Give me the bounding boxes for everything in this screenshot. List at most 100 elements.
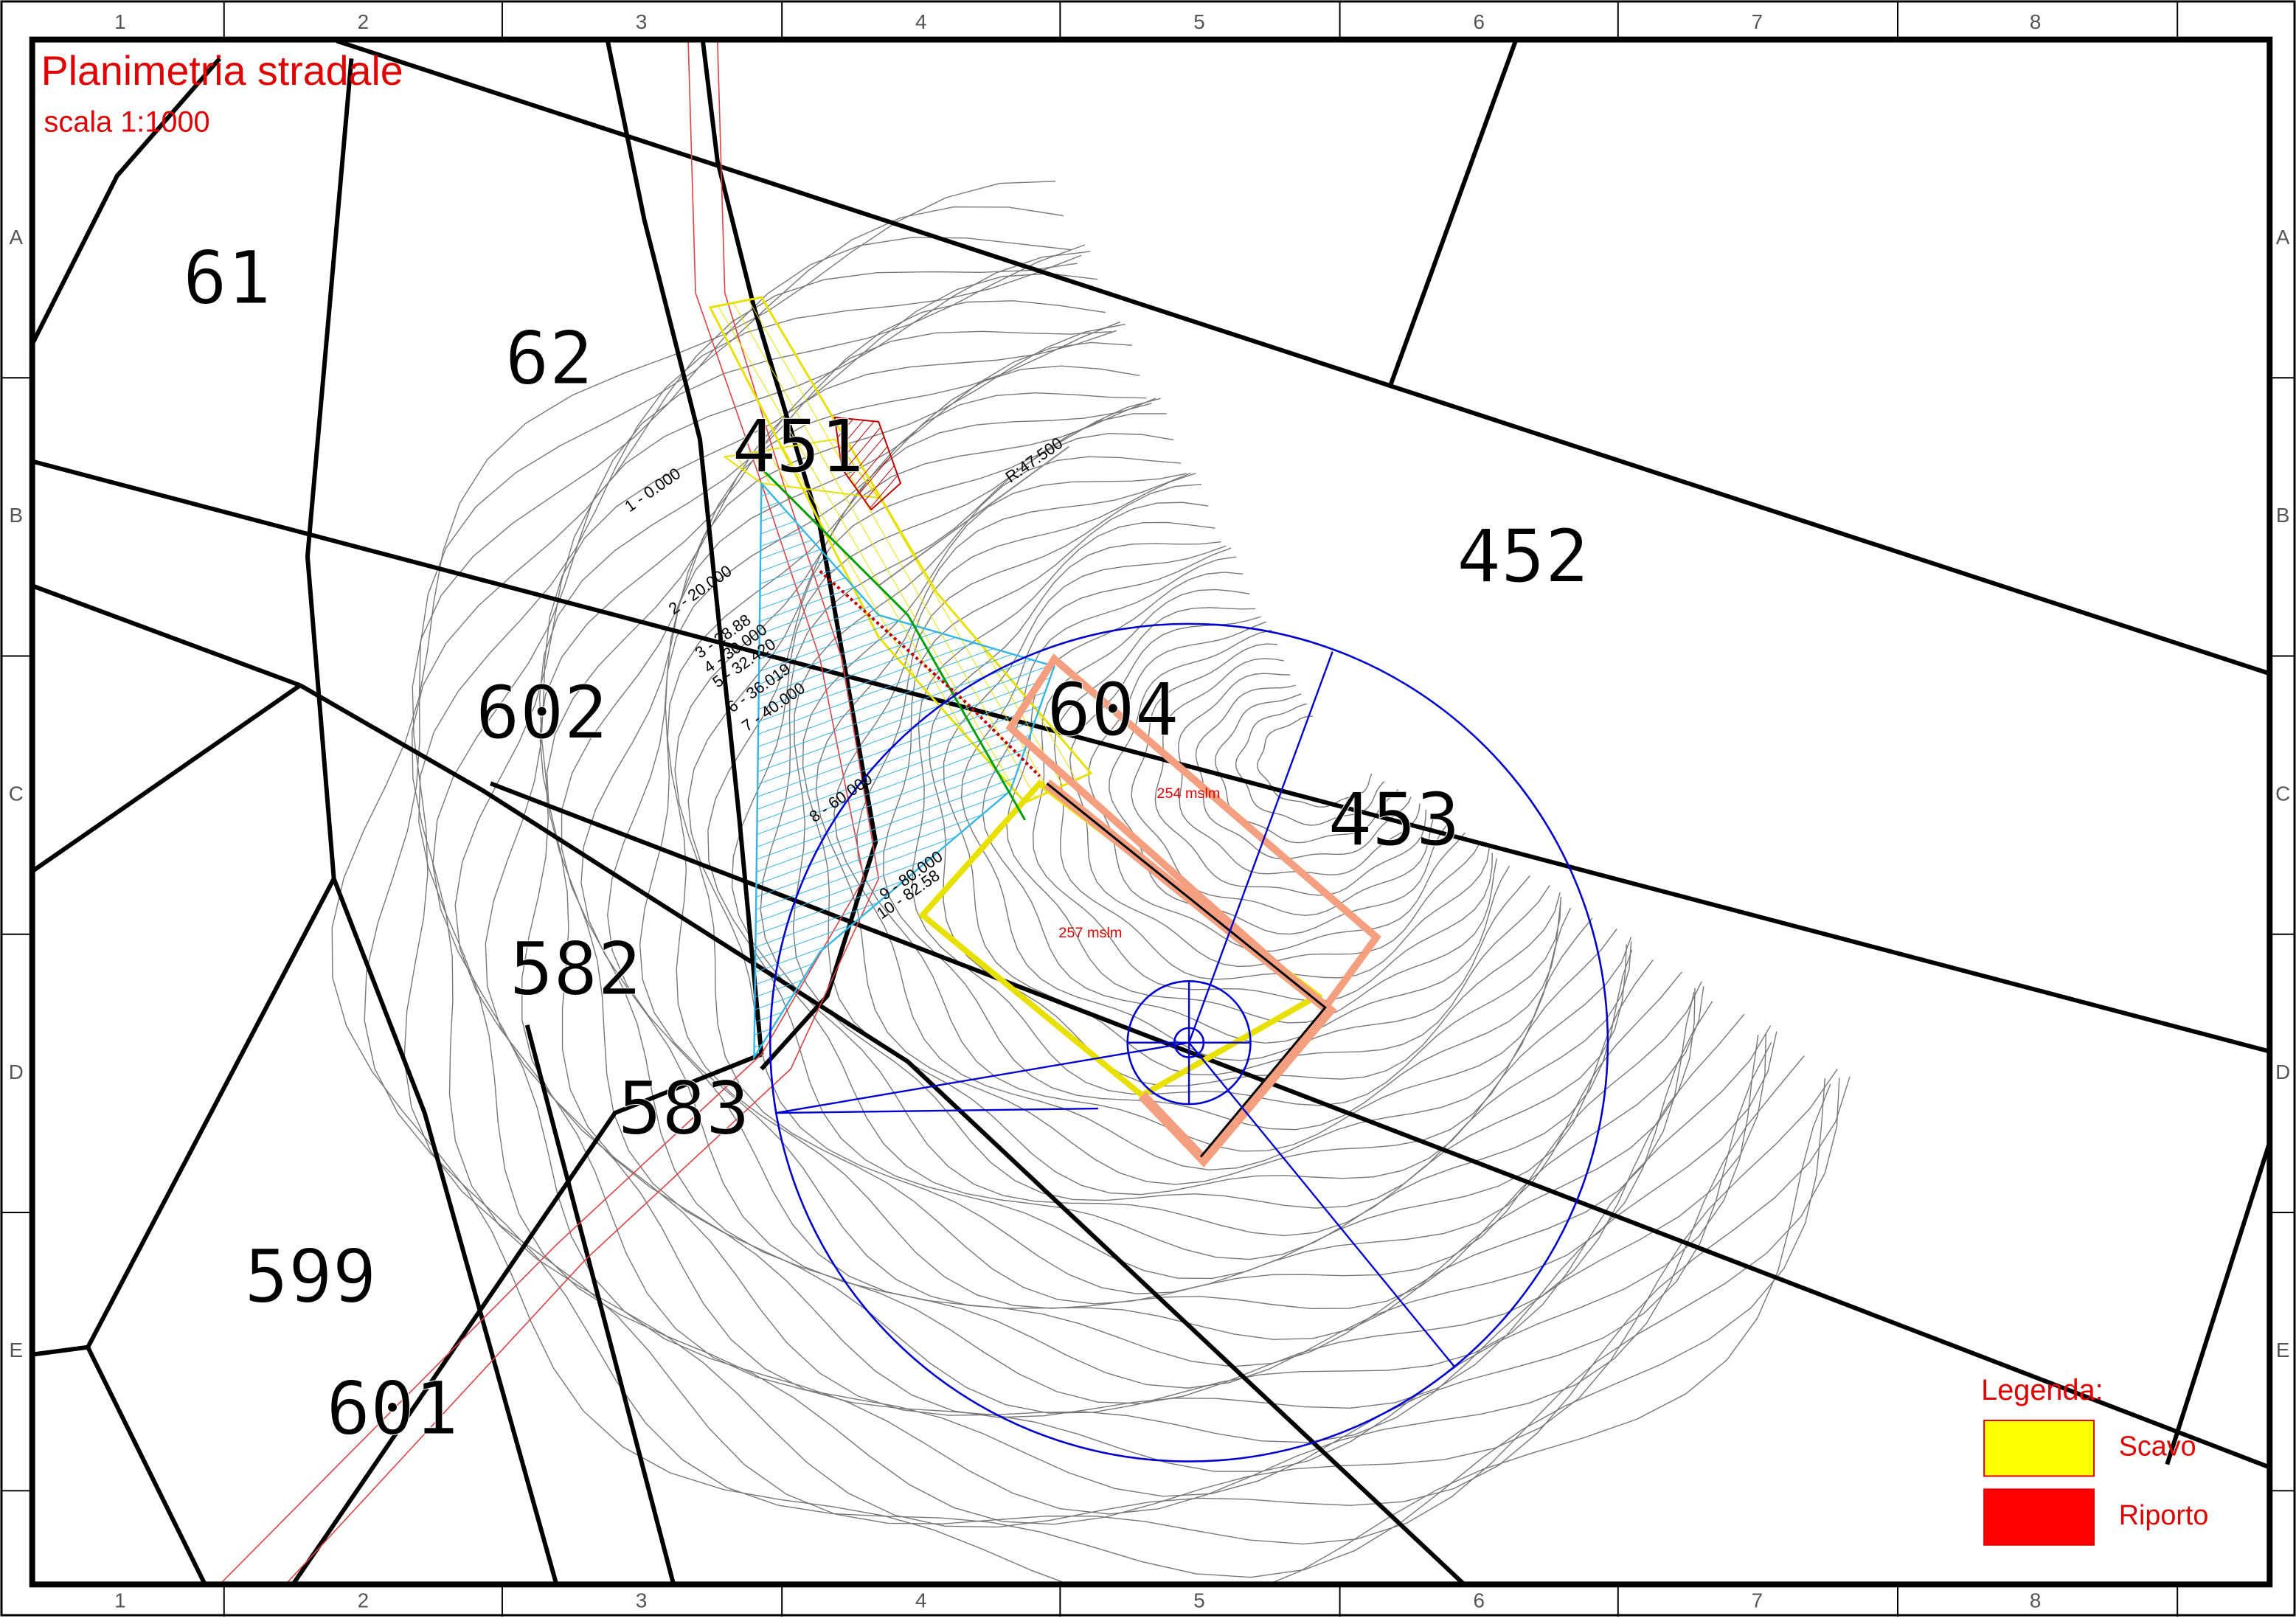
boundary [1389,40,1518,385]
column-label: 4 [915,10,926,33]
work-radius [769,622,1609,1462]
parcel-number: 582 [510,927,642,1012]
project-works [708,296,1609,1462]
contour [331,181,1831,1585]
contour [403,237,1840,1545]
contour [546,330,1772,1414]
elevation-label: 257 mslm [1058,925,1122,941]
boundary [291,1052,763,1585]
boundary [32,57,222,345]
parcel-number: 452 [1457,514,1589,599]
contour [1088,621,1466,952]
column-label: 4 [915,1589,926,1612]
row-label: A [10,226,24,249]
contour [960,547,1530,1061]
road-axis [819,569,1041,777]
contour [833,473,1593,1170]
contour [1032,589,1493,1002]
contour [539,330,1778,1418]
boundary [605,40,764,1055]
row-label: E [2276,1339,2290,1361]
road-axis [760,468,1027,821]
row-label: D [9,1061,24,1083]
contour [1154,658,1427,896]
parcel-number: 602 [476,671,608,756]
row-label: B [10,504,24,527]
row-label: C [2275,782,2290,805]
parcel-number: 453 [1328,778,1460,863]
parcel-number: 604 [1047,668,1179,753]
boundary [32,459,2270,1054]
boundary [2165,1141,2270,1465]
legend-swatch [1983,1488,2095,1546]
row-label: A [2276,226,2290,249]
contour [561,321,1745,1404]
column-label: 8 [2030,10,2041,33]
fill-area [753,481,1055,1061]
legend-label: Riporto [2119,1499,2209,1530]
elevation-label: 254 mslm [1156,785,1220,802]
column-label: 3 [636,10,647,33]
legend-label: Scavo [2119,1431,2196,1462]
parcel-boundaries [32,39,2270,1585]
boundary [336,39,2270,676]
crane-line [776,1107,1099,1114]
contour [1178,673,1421,875]
crane-line [1187,651,1333,1044]
contour [912,521,1561,1106]
crane-lines [776,651,1455,1367]
contour [856,484,1572,1152]
column-label: 2 [358,1589,369,1612]
column-label: 7 [1752,1589,1763,1612]
parcel-number: 601 [326,1367,458,1451]
row-label: E [10,1339,24,1361]
column-label: 1 [114,10,125,33]
contour [1195,684,1412,860]
contour [815,472,1617,1185]
radius-line [878,445,1069,587]
contour [454,251,1772,1497]
contour [364,206,1826,1578]
column-label: 3 [636,1589,647,1612]
contour [1109,629,1449,935]
contours [331,181,1851,1585]
contour [1006,572,1497,1024]
crane-line [1188,1041,1455,1367]
contour [667,392,1704,1310]
legend-swatch [1983,1420,2095,1477]
contour [1053,607,1490,980]
column-label: 6 [1473,10,1484,33]
contour [1131,643,1435,916]
parcel-number: 451 [732,404,864,489]
column-label: 5 [1193,10,1204,33]
contour [943,545,1550,1076]
parcel-number: 599 [244,1235,376,1319]
contour [883,502,1561,1131]
column-label: 1 [114,1589,125,1612]
legend-title: Legenda: [1981,1374,2103,1406]
title: Planimetria stradale [41,48,403,94]
column-label: 2 [358,10,369,33]
contour [580,323,1713,1389]
column-label: 7 [1752,10,1763,33]
boundary [299,683,1466,1585]
contour [521,300,1767,1443]
contour [1069,616,1482,968]
row-label: C [9,782,24,805]
contour [1235,703,1385,826]
row-label: D [2275,1061,2290,1083]
parcel-number: 583 [618,1066,750,1151]
boundary [524,1024,676,1585]
column-label: 6 [1473,1589,1484,1612]
parcel-number: 61 [183,236,271,321]
boundary [32,583,302,688]
contour [411,263,1851,1528]
boundary [32,683,302,873]
boundary [32,1344,89,1357]
scale: scala 1:1000 [44,106,210,139]
